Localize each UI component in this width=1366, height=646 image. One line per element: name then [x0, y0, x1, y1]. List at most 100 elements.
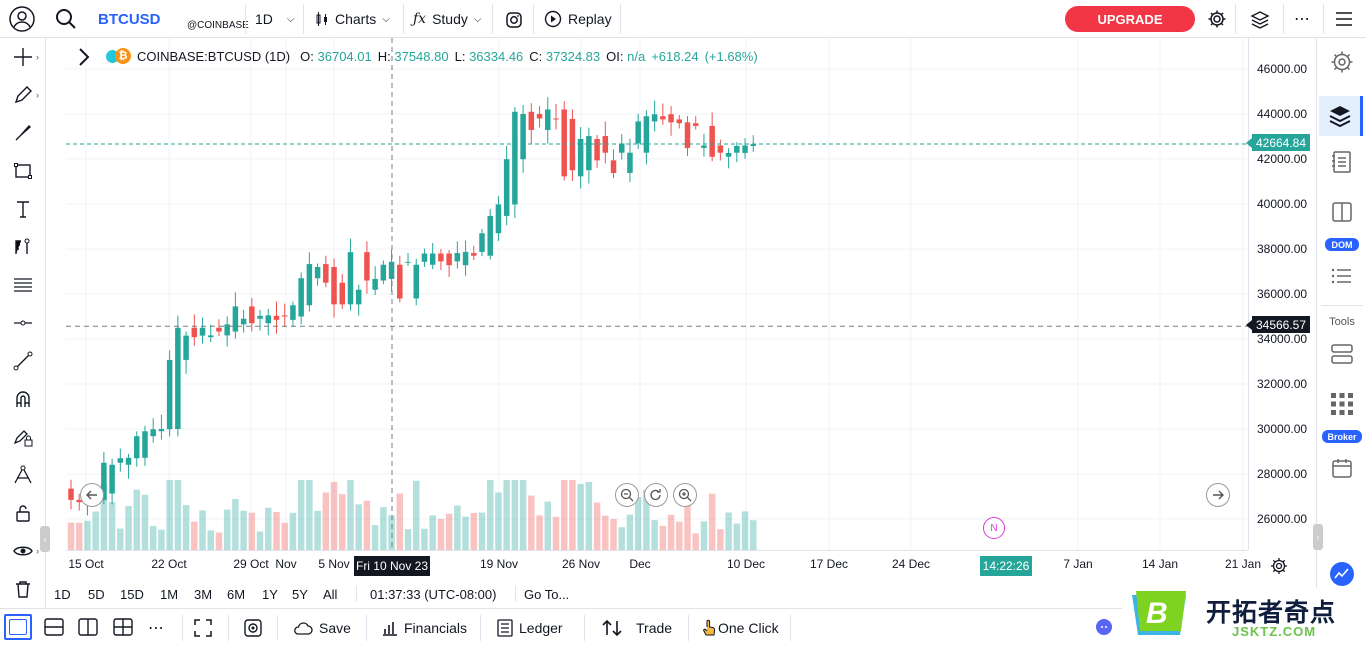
- split-view-icon[interactable]: [1328, 198, 1356, 226]
- trade-button[interactable]: Trade: [602, 609, 672, 646]
- screenshot-icon[interactable]: [243, 618, 263, 641]
- scroll-right-button[interactable]: [1206, 483, 1230, 507]
- grid-apps-icon[interactable]: [1328, 390, 1356, 418]
- reset-zoom-button[interactable]: [644, 483, 668, 507]
- chevron-right-icon[interactable]: ›: [36, 546, 39, 556]
- layout-two-cols-icon[interactable]: [78, 618, 98, 639]
- goto-button[interactable]: Go To...: [524, 587, 570, 602]
- layout-single-icon[interactable]: [4, 614, 32, 640]
- layers-panel-button[interactable]: [1319, 96, 1363, 136]
- time-tick-label: 17 Dec: [809, 557, 849, 571]
- scroll-left-button[interactable]: [80, 483, 104, 507]
- ledger-button[interactable]: Ledger: [497, 609, 563, 646]
- layout-single-square: [9, 619, 27, 635]
- chart-canvas[interactable]: [66, 38, 1248, 550]
- horizontal-lines-icon[interactable]: [8, 270, 38, 300]
- volume-bar: [314, 510, 321, 550]
- time-tick-label: 26 Nov: [561, 557, 601, 571]
- more-layouts-icon[interactable]: ⋯: [148, 620, 164, 637]
- range-1m[interactable]: 1M: [160, 587, 179, 602]
- volume-bar: [692, 533, 699, 550]
- brush-icon[interactable]: [8, 118, 38, 148]
- volume-bar: [626, 514, 634, 550]
- one-click-button[interactable]: One Click: [702, 609, 779, 646]
- trash-icon[interactable]: [8, 574, 38, 604]
- range-6m[interactable]: 6M: [227, 587, 246, 602]
- layout-four-grid-icon[interactable]: [113, 618, 133, 639]
- candle-body: [323, 264, 329, 283]
- news-marker-icon[interactable]: N: [983, 517, 1005, 539]
- pencil-icon[interactable]: [8, 80, 38, 110]
- range-5d[interactable]: 5D: [88, 587, 105, 602]
- financials-button[interactable]: Financials: [382, 609, 467, 646]
- text-icon[interactable]: [8, 194, 38, 224]
- candle-body: [355, 289, 362, 305]
- list-icon[interactable]: [1328, 262, 1356, 290]
- layers-icon[interactable]: [1249, 9, 1271, 31]
- play-circle-icon: [544, 10, 562, 28]
- collapse-left-handle[interactable]: ‹: [40, 526, 50, 552]
- server-icon[interactable]: [1328, 340, 1356, 368]
- volume-bar: [700, 521, 708, 550]
- axis-settings-gear-icon[interactable]: [1270, 557, 1288, 575]
- save-button[interactable]: Save: [293, 609, 351, 646]
- trend-line-icon[interactable]: [8, 346, 38, 376]
- chevron-down-icon: ⌵: [382, 13, 390, 25]
- range-15d[interactable]: 15D: [120, 587, 144, 602]
- volume-bar: [552, 516, 560, 550]
- chevron-right-icon[interactable]: ›: [36, 52, 39, 62]
- legend-change: +618.24: [651, 48, 699, 64]
- hamburger-menu-icon[interactable]: [1335, 11, 1353, 27]
- calendar-icon[interactable]: [1328, 454, 1356, 482]
- candle-body: [487, 215, 493, 256]
- more-dots-icon[interactable]: ⋯: [1294, 11, 1310, 28]
- zoom-in-button[interactable]: [673, 483, 697, 507]
- volume-bar: [445, 513, 453, 550]
- legend-toggle[interactable]: [76, 46, 92, 68]
- chevron-right-icon[interactable]: ›: [36, 90, 39, 100]
- unlock-icon[interactable]: [8, 498, 38, 528]
- rectangle-icon[interactable]: [8, 156, 38, 186]
- user-icon[interactable]: [8, 5, 36, 33]
- magnet-icon[interactable]: [8, 384, 38, 414]
- eye-icon[interactable]: [8, 536, 38, 566]
- dom-badge[interactable]: DOM: [1325, 238, 1359, 251]
- discord-icon[interactable]: [1096, 619, 1112, 635]
- fullscreen-icon[interactable]: [194, 619, 212, 640]
- range-5y[interactable]: 5Y: [292, 587, 308, 602]
- layout-two-rows-icon[interactable]: [44, 618, 64, 639]
- range-1d[interactable]: 1D: [54, 587, 71, 602]
- search-icon[interactable]: [54, 7, 78, 31]
- hide-drawings-icon[interactable]: [8, 460, 38, 490]
- candle-body: [676, 119, 683, 124]
- lock-drawings-icon[interactable]: [8, 422, 38, 452]
- clock-timezone[interactable]: 01:37:33 (UTC-08:00): [370, 587, 497, 602]
- replay-button[interactable]: Replay: [544, 0, 612, 38]
- collapse-right-handle[interactable]: ›: [1313, 524, 1323, 550]
- legend-symbol[interactable]: COINBASE:BTCUSD (1D): [137, 48, 291, 64]
- horizontal-ray-icon[interactable]: [8, 308, 38, 338]
- settings-gear-icon[interactable]: [1328, 48, 1356, 76]
- range-1y[interactable]: 1Y: [262, 587, 278, 602]
- instagram-icon[interactable]: [505, 11, 523, 29]
- time-axis[interactable]: 15 Oct 22 Oct 29 Oct Nov 5 Nov 19 Nov 26 Nov De…: [66, 550, 1261, 578]
- price-axis[interactable]: 46000.00 44000.00 42000.00 40000.00 38000.00…: [1248, 38, 1314, 550]
- upgrade-button[interactable]: UPGRADE: [1065, 6, 1195, 32]
- study-button[interactable]: ƒx Study ⌵: [413, 0, 481, 38]
- volume-bar: [733, 523, 741, 550]
- fib-tool-icon[interactable]: [8, 232, 38, 262]
- notes-icon[interactable]: [1328, 148, 1356, 176]
- crosshair-icon[interactable]: [8, 42, 38, 72]
- interval-select[interactable]: 1D ⌵: [255, 0, 295, 38]
- symbol-name[interactable]: BTCUSD: [98, 11, 161, 28]
- broker-badge[interactable]: Broker: [1322, 430, 1362, 443]
- range-all[interactable]: All: [323, 587, 338, 602]
- charts-button[interactable]: Charts ⌵: [315, 0, 390, 38]
- volume-bar: [125, 506, 132, 550]
- range-bar: 1D 5D 15D 1M 3M 6M 1Y 5Y All 01:37:33 (U…: [46, 580, 1316, 608]
- trending-chart-icon[interactable]: [1330, 562, 1354, 586]
- range-3m[interactable]: 3M: [194, 587, 213, 602]
- gear-icon[interactable]: [1207, 9, 1227, 29]
- candle-body: [290, 305, 296, 320]
- zoom-out-button[interactable]: [615, 483, 639, 507]
